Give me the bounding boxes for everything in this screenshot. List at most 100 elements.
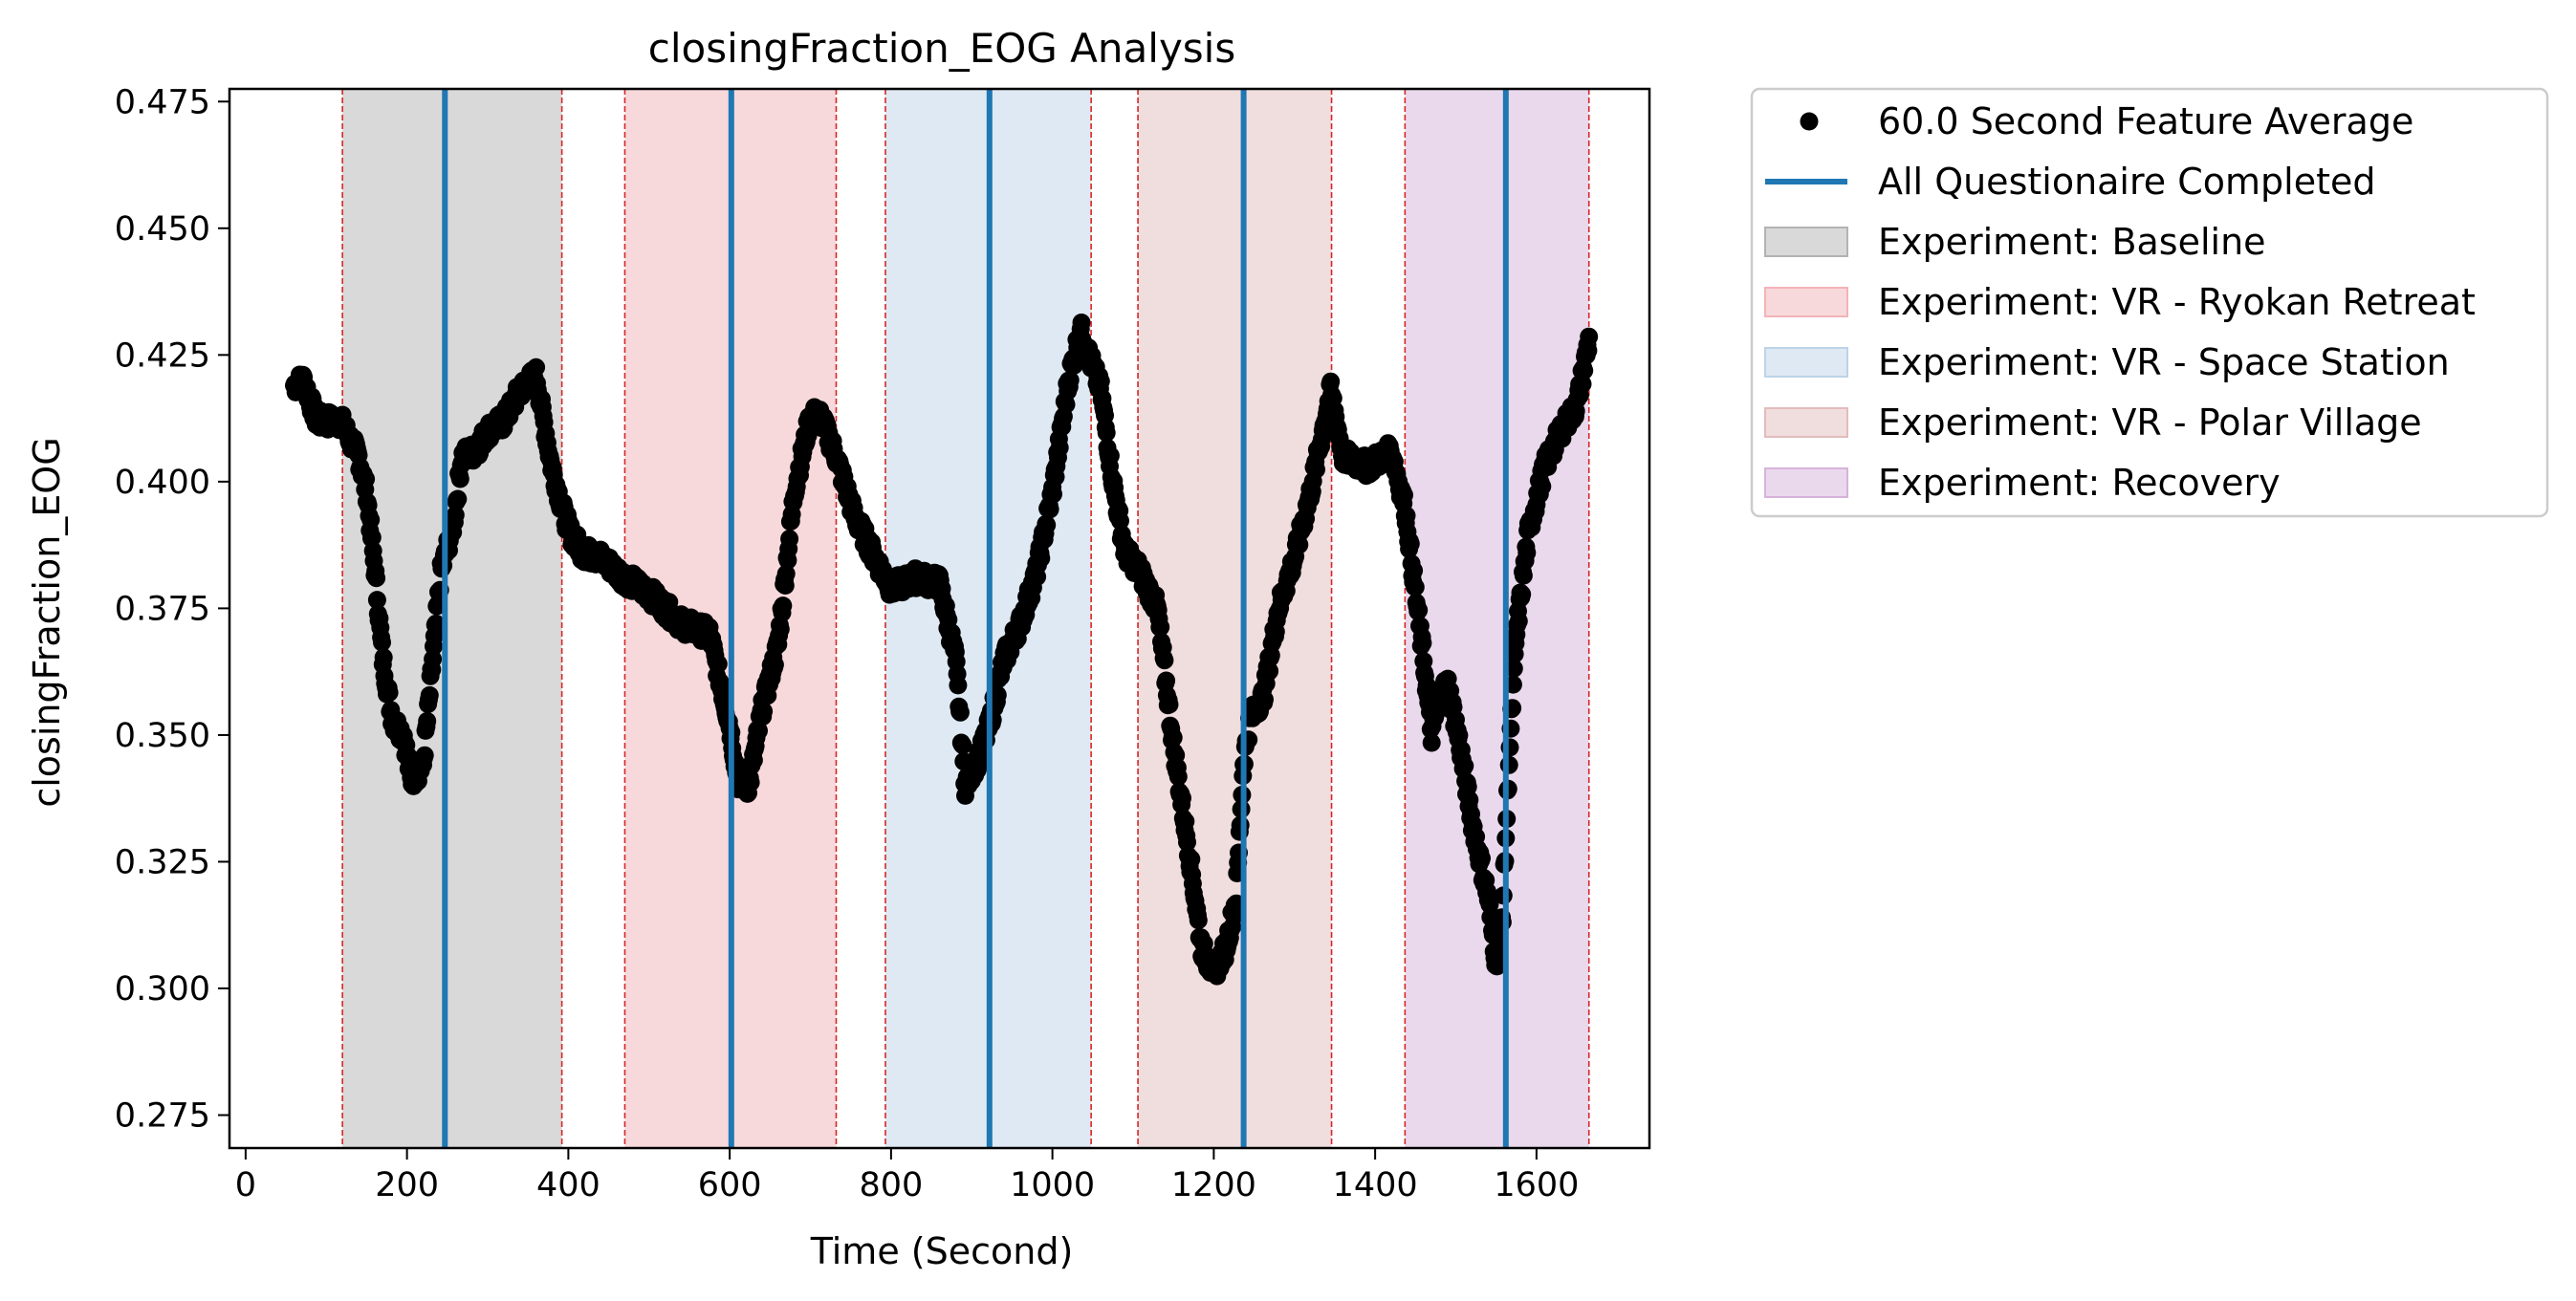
data-point: [1395, 486, 1413, 505]
legend-item-4: Experiment: VR - Space Station: [1764, 341, 2450, 383]
data-point: [426, 614, 446, 633]
legend-marker-patch: [1764, 407, 1848, 438]
data-point: [361, 510, 381, 530]
data-point: [754, 702, 774, 721]
x-tick-label: 400: [536, 1166, 600, 1204]
data-point: [367, 569, 386, 588]
data-point: [1044, 485, 1062, 504]
data-point: [1401, 534, 1420, 553]
data-point: [1455, 756, 1474, 775]
data-point: [1406, 577, 1425, 596]
legend-marker-dot: [1800, 112, 1819, 131]
y-tick-label: 0.325: [115, 843, 210, 881]
plot-frame: [228, 87, 1651, 1150]
data-point: [1040, 500, 1059, 519]
data-point: [1409, 600, 1429, 619]
data-point: [750, 722, 768, 740]
data-point: [1290, 535, 1309, 554]
data-point: [776, 564, 796, 583]
legend-label: Experiment: VR - Space Station: [1878, 341, 2450, 383]
data-point: [1321, 372, 1341, 391]
data-point: [1450, 726, 1469, 745]
data-point: [380, 683, 399, 702]
legend-item-3: Experiment: VR - Ryokan Retreat: [1764, 281, 2476, 323]
data-point: [741, 773, 760, 791]
legend-item-5: Experiment: VR - Polar Village: [1764, 401, 2422, 444]
x-tick-label: 200: [375, 1166, 439, 1204]
data-point: [1413, 634, 1432, 653]
data-point: [709, 655, 728, 673]
data-point: [1493, 913, 1512, 932]
y-axis-ticks: 0.275 0.300 0.325 0.350 0.375 0.400 0.425 0.450…: [115, 83, 229, 1136]
data-point: [1458, 777, 1477, 796]
x-tick-label: 1000: [1010, 1166, 1095, 1204]
data-point: [1422, 733, 1441, 752]
data-point: [1514, 566, 1533, 585]
legend-label: Experiment: Baseline: [1878, 221, 2266, 263]
legend-label: 60.0 Second Feature Average: [1878, 100, 2413, 142]
data-point: [1160, 695, 1179, 714]
y-tick-label: 0.275: [115, 1097, 210, 1136]
data-point: [1097, 423, 1116, 443]
data-point: [1460, 791, 1479, 810]
data-point: [420, 685, 439, 705]
y-tick-label: 0.350: [115, 717, 210, 755]
legend-label: Experiment: VR - Ryokan Retreat: [1878, 281, 2476, 323]
data-point: [780, 530, 799, 549]
experiment-bands: [342, 89, 1589, 1148]
data-point: [415, 746, 434, 765]
data-point: [1513, 585, 1532, 604]
data-point: [418, 711, 437, 730]
experiment-band-3: [1138, 89, 1332, 1148]
data-point: [950, 703, 970, 722]
data-point: [1151, 618, 1170, 637]
data-point: [1488, 957, 1506, 976]
data-point: [527, 358, 546, 377]
data-point: [1164, 728, 1183, 748]
data-point: [1504, 659, 1523, 678]
data-point: [1575, 361, 1594, 380]
data-point: [774, 596, 793, 616]
x-axis-label: Time (Second): [810, 1230, 1074, 1272]
legend-label: Experiment: Recovery: [1878, 462, 2281, 504]
y-tick-label: 0.400: [115, 464, 210, 502]
data-point: [1032, 549, 1051, 568]
data-point: [1579, 341, 1598, 360]
data-point: [1255, 690, 1274, 709]
legend-marker-patch: [1764, 287, 1848, 317]
feature-average-points: [285, 314, 1599, 986]
data-point: [367, 591, 386, 610]
data-point: [1517, 543, 1537, 562]
data-point: [446, 506, 465, 525]
x-tick-label: 1200: [1171, 1166, 1256, 1204]
legend-marker-patch: [1764, 227, 1848, 257]
data-point: [1499, 755, 1518, 774]
data-point: [357, 469, 376, 488]
legend-item-1: All Questionaire Completed: [1765, 161, 2376, 203]
data-point: [1057, 395, 1076, 414]
data-point: [448, 489, 468, 509]
experiment-boundaries: [341, 89, 1590, 1148]
data-point: [1260, 661, 1279, 681]
data-point: [1072, 314, 1091, 332]
data-point: [1509, 612, 1528, 631]
x-tick-label: 600: [698, 1166, 762, 1204]
data-point: [374, 648, 393, 667]
data-point: [1176, 812, 1195, 831]
data-point: [1182, 850, 1201, 869]
y-tick-label: 0.300: [115, 970, 210, 1008]
data-point: [1050, 438, 1069, 457]
data-point: [988, 685, 1007, 705]
data-point: [1397, 506, 1416, 525]
data-point: [1101, 446, 1120, 466]
legend-label: All Questionaire Completed: [1878, 161, 2376, 203]
data-point: [1155, 651, 1174, 670]
data-point: [1580, 327, 1599, 346]
x-tick-label: 1400: [1333, 1166, 1418, 1204]
x-tick-label: 1600: [1494, 1166, 1579, 1204]
data-point: [949, 676, 968, 695]
data-point: [1231, 815, 1250, 835]
x-tick-label: 800: [859, 1166, 923, 1204]
questionnaire-lines: [442, 89, 1509, 1148]
